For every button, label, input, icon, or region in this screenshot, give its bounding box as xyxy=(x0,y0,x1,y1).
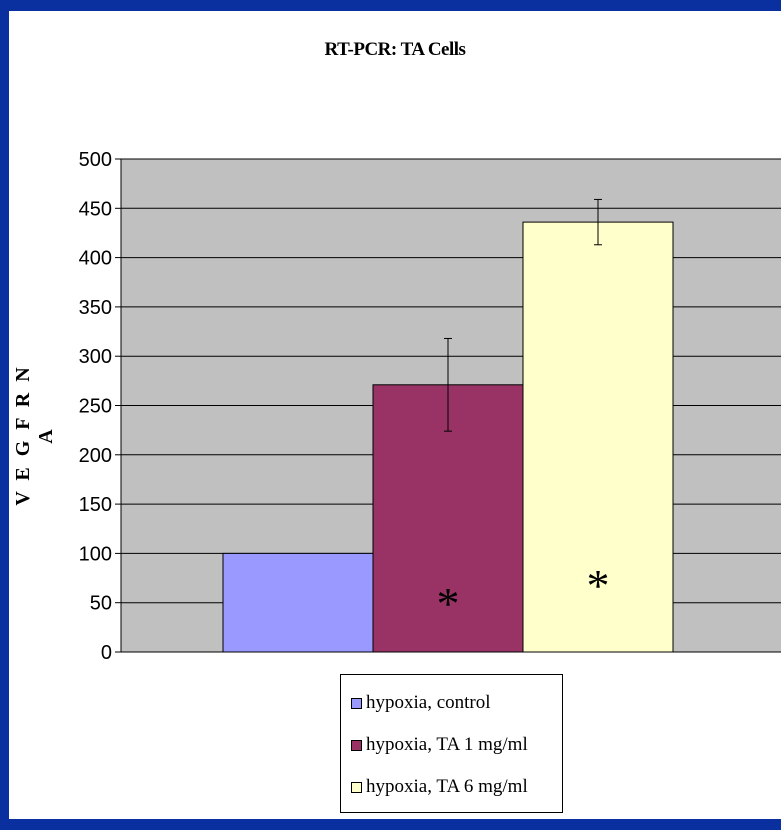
legend-swatch-ta-6 xyxy=(351,781,362,793)
y-tick-label-100: 100 xyxy=(79,543,112,565)
bar-0 xyxy=(222,552,374,653)
y-tick-label-500: 500 xyxy=(79,149,112,171)
y-tick-label-350: 350 xyxy=(79,297,112,319)
legend-label-ta-6: hypoxia, TA 6 mg/ml xyxy=(366,776,528,797)
y-tick-label-300: 300 xyxy=(79,346,112,368)
legend-swatch-ta-1 xyxy=(351,739,362,751)
bar-chart: 0 50 100 150 200 250 300 350 400 450 500 * * xyxy=(79,149,781,664)
y-axis-label: V E G F R N A xyxy=(12,364,57,506)
chart-frame: 0 50 100 150 200 250 300 350 400 450 500 * * RT-PCR… xyxy=(9,11,781,819)
y-tick-label-50: 50 xyxy=(90,593,112,615)
significance-marker-1: * xyxy=(437,578,460,629)
significance-marker-2: * xyxy=(587,560,610,611)
legend-item-ta-1: hypoxia, TA 1 mg/ml xyxy=(351,731,528,759)
legend-label-ta-1: hypoxia, TA 1 mg/ml xyxy=(366,734,528,755)
legend: hypoxia, control hypoxia, TA 1 mg/ml hyp… xyxy=(340,674,563,813)
y-tick-label-450: 450 xyxy=(79,198,112,220)
y-tick-label-250: 250 xyxy=(79,396,112,418)
y-tick-label-150: 150 xyxy=(79,494,112,516)
chart-title: RT-PCR: TA Cells xyxy=(324,39,466,60)
legend-item-ta-6: hypoxia, TA 6 mg/ml xyxy=(351,773,528,801)
y-tick-label-200: 200 xyxy=(79,445,112,467)
legend-swatch-control xyxy=(351,697,362,709)
legend-label-control: hypoxia, control xyxy=(366,692,491,713)
legend-item-control: hypoxia, control xyxy=(351,689,491,717)
y-tick-label-0: 0 xyxy=(101,642,112,664)
y-tick-label-400: 400 xyxy=(79,248,112,270)
